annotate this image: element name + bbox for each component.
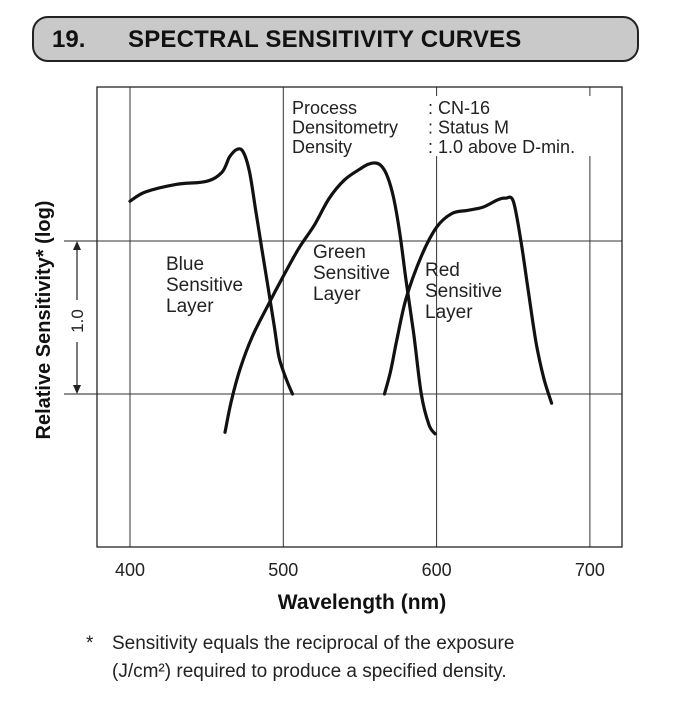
x-tick-label-400: 400	[115, 560, 145, 580]
section-title: SPECTRAL SENSITIVITY CURVES	[128, 26, 522, 53]
chart-curve-labels: Blue Sensitive Layer Green Sensitive Layer Red…	[166, 242, 502, 323]
footnote-line-1: Sensitivity equals the reciprocal of the…	[112, 633, 515, 654]
chart-info-box: Process : CN-16 Densitometry : Status M Dens…	[287, 96, 605, 157]
info-key-0: Process	[292, 98, 357, 118]
red-curve-label: Red Sensitive Layer	[425, 260, 502, 323]
footnote-line-2: (J/cm²) required to produce a specified …	[112, 661, 507, 682]
section-header: 19. SPECTRAL SENSITIVITY CURVES	[32, 16, 639, 62]
blue-sensitivity-curve	[128, 147, 295, 396]
scale-arrow-down	[73, 385, 81, 394]
scale-arrow-up	[73, 241, 81, 250]
chart-curves	[128, 147, 554, 436]
x-tick-label-500: 500	[268, 560, 298, 580]
info-value-2: : 1.0 above D-min.	[428, 137, 575, 157]
info-value-0: : CN-16	[428, 98, 490, 118]
plot-frame	[96, 86, 623, 548]
footnote-marker: *	[86, 633, 94, 654]
info-key-1: Densitometry	[292, 118, 398, 138]
green-sensitivity-curve	[223, 161, 437, 436]
info-key-2: Density	[292, 137, 352, 157]
info-value-1: : Status M	[428, 118, 509, 138]
scale-marker: 1.0	[64, 240, 97, 395]
x-axis-ticks: 400 500 600 700	[115, 560, 605, 580]
info-box-background	[287, 96, 605, 156]
x-tick-label-700: 700	[575, 560, 605, 580]
blue-curve-label: Blue Sensitive Layer	[166, 254, 243, 317]
scale-marker-label: 1.0	[68, 309, 87, 333]
x-axis-label: Wavelength (nm)	[278, 591, 446, 614]
section-number: 19.	[52, 26, 86, 53]
green-curve-label: Green Sensitive Layer	[313, 242, 390, 305]
chart-grid	[97, 87, 622, 547]
y-axis-label: Relative Sensitivity* (log)	[33, 201, 55, 440]
x-tick-label-600: 600	[422, 560, 452, 580]
red-sensitivity-curve	[382, 195, 554, 405]
